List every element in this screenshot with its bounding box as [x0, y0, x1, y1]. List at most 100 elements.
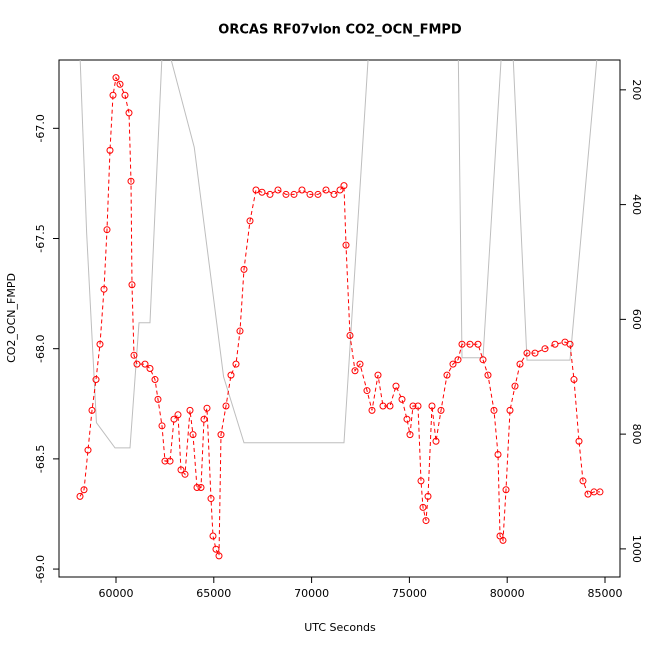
- data-point: [499, 536, 507, 544]
- data-point: [274, 186, 282, 194]
- data-point: [103, 226, 111, 234]
- data-point: [290, 190, 298, 198]
- plot-frame: [58, 59, 621, 578]
- data-point: [200, 415, 208, 423]
- data-point: [570, 376, 578, 384]
- data-point: [414, 402, 422, 410]
- data-point: [342, 241, 350, 249]
- data-point: [100, 285, 108, 293]
- x-tick-label: 65000: [196, 587, 231, 600]
- x-tick-label: 70000: [294, 587, 329, 600]
- data-point: [193, 484, 201, 492]
- data-point: [356, 360, 364, 368]
- data-point: [403, 415, 411, 423]
- data-point: [109, 91, 117, 99]
- data-point: [217, 431, 225, 439]
- data-point: [392, 382, 400, 390]
- data-point: [112, 74, 120, 82]
- data-point: [443, 371, 451, 379]
- data-point: [130, 351, 138, 359]
- data-point: [516, 360, 524, 368]
- data-point: [566, 340, 574, 348]
- y-tick-label: -68.0: [34, 334, 47, 362]
- y2-tick-label: 200: [630, 79, 643, 100]
- data-point: [227, 371, 235, 379]
- data-point: [432, 437, 440, 445]
- data-point: [454, 356, 462, 364]
- data-point: [127, 177, 135, 185]
- data-point: [417, 477, 425, 485]
- data-point: [76, 492, 84, 500]
- y2-tick-label: 800: [630, 424, 643, 445]
- data-point: [154, 395, 162, 403]
- data-point: [336, 186, 344, 194]
- data-point: [161, 457, 169, 465]
- data-point: [92, 376, 100, 384]
- data-point: [409, 402, 417, 410]
- x-axis-label: UTC Seconds: [304, 621, 376, 634]
- data-point: [424, 492, 432, 500]
- data-point: [479, 356, 487, 364]
- data-point: [406, 431, 414, 439]
- data-point: [240, 265, 248, 273]
- data-point: [449, 360, 457, 368]
- data-point: [266, 190, 274, 198]
- data-point: [398, 395, 406, 403]
- data-point: [374, 371, 382, 379]
- data-point: [106, 146, 114, 154]
- series-line: [79, 60, 598, 449]
- x-tick-label: 80000: [490, 587, 525, 600]
- data-point: [422, 517, 430, 525]
- data-point: [88, 406, 96, 414]
- data-point: [368, 406, 376, 414]
- data-point: [437, 406, 445, 414]
- data-point: [579, 477, 587, 485]
- data-point: [322, 186, 330, 194]
- data-point: [298, 186, 306, 194]
- data-point: [212, 545, 220, 553]
- data-point: [386, 402, 394, 410]
- data-point: [551, 340, 559, 348]
- data-point: [531, 349, 539, 357]
- data-point: [133, 360, 141, 368]
- data-point: [158, 422, 166, 430]
- data-point: [96, 340, 104, 348]
- data-point: [346, 331, 354, 339]
- data-point: [363, 387, 371, 395]
- data-point: [146, 365, 154, 373]
- data-point: [330, 190, 338, 198]
- data-point: [484, 371, 492, 379]
- data-point: [236, 327, 244, 335]
- data-point: [121, 91, 129, 99]
- data-point: [84, 446, 92, 454]
- data-point: [379, 402, 387, 410]
- data-point: [116, 80, 124, 88]
- data-point: [584, 490, 592, 498]
- data-point: [458, 340, 466, 348]
- data-point: [252, 186, 260, 194]
- data-point: [80, 486, 88, 494]
- y2-tick-label: 1000: [630, 535, 643, 563]
- data-point: [232, 360, 240, 368]
- data-point: [207, 495, 215, 503]
- data-point: [340, 182, 348, 190]
- data-point: [128, 281, 136, 289]
- y-tick-label: -68.5: [34, 445, 47, 473]
- x-tick-label: 85000: [587, 587, 622, 600]
- data-point: [189, 431, 197, 439]
- data-point: [186, 406, 194, 414]
- data-point: [125, 109, 133, 117]
- data-point: [502, 486, 510, 494]
- chart-title: ORCAS RF07vlon CO2_OCN_FMPD: [218, 23, 462, 38]
- data-point: [523, 349, 531, 357]
- data-point: [351, 367, 359, 375]
- data-point: [215, 552, 223, 560]
- data-point: [170, 415, 178, 423]
- data-point: [466, 340, 474, 348]
- data-point: [177, 466, 185, 474]
- data-point: [596, 488, 604, 496]
- data-point: [174, 411, 182, 419]
- data-point: [314, 190, 322, 198]
